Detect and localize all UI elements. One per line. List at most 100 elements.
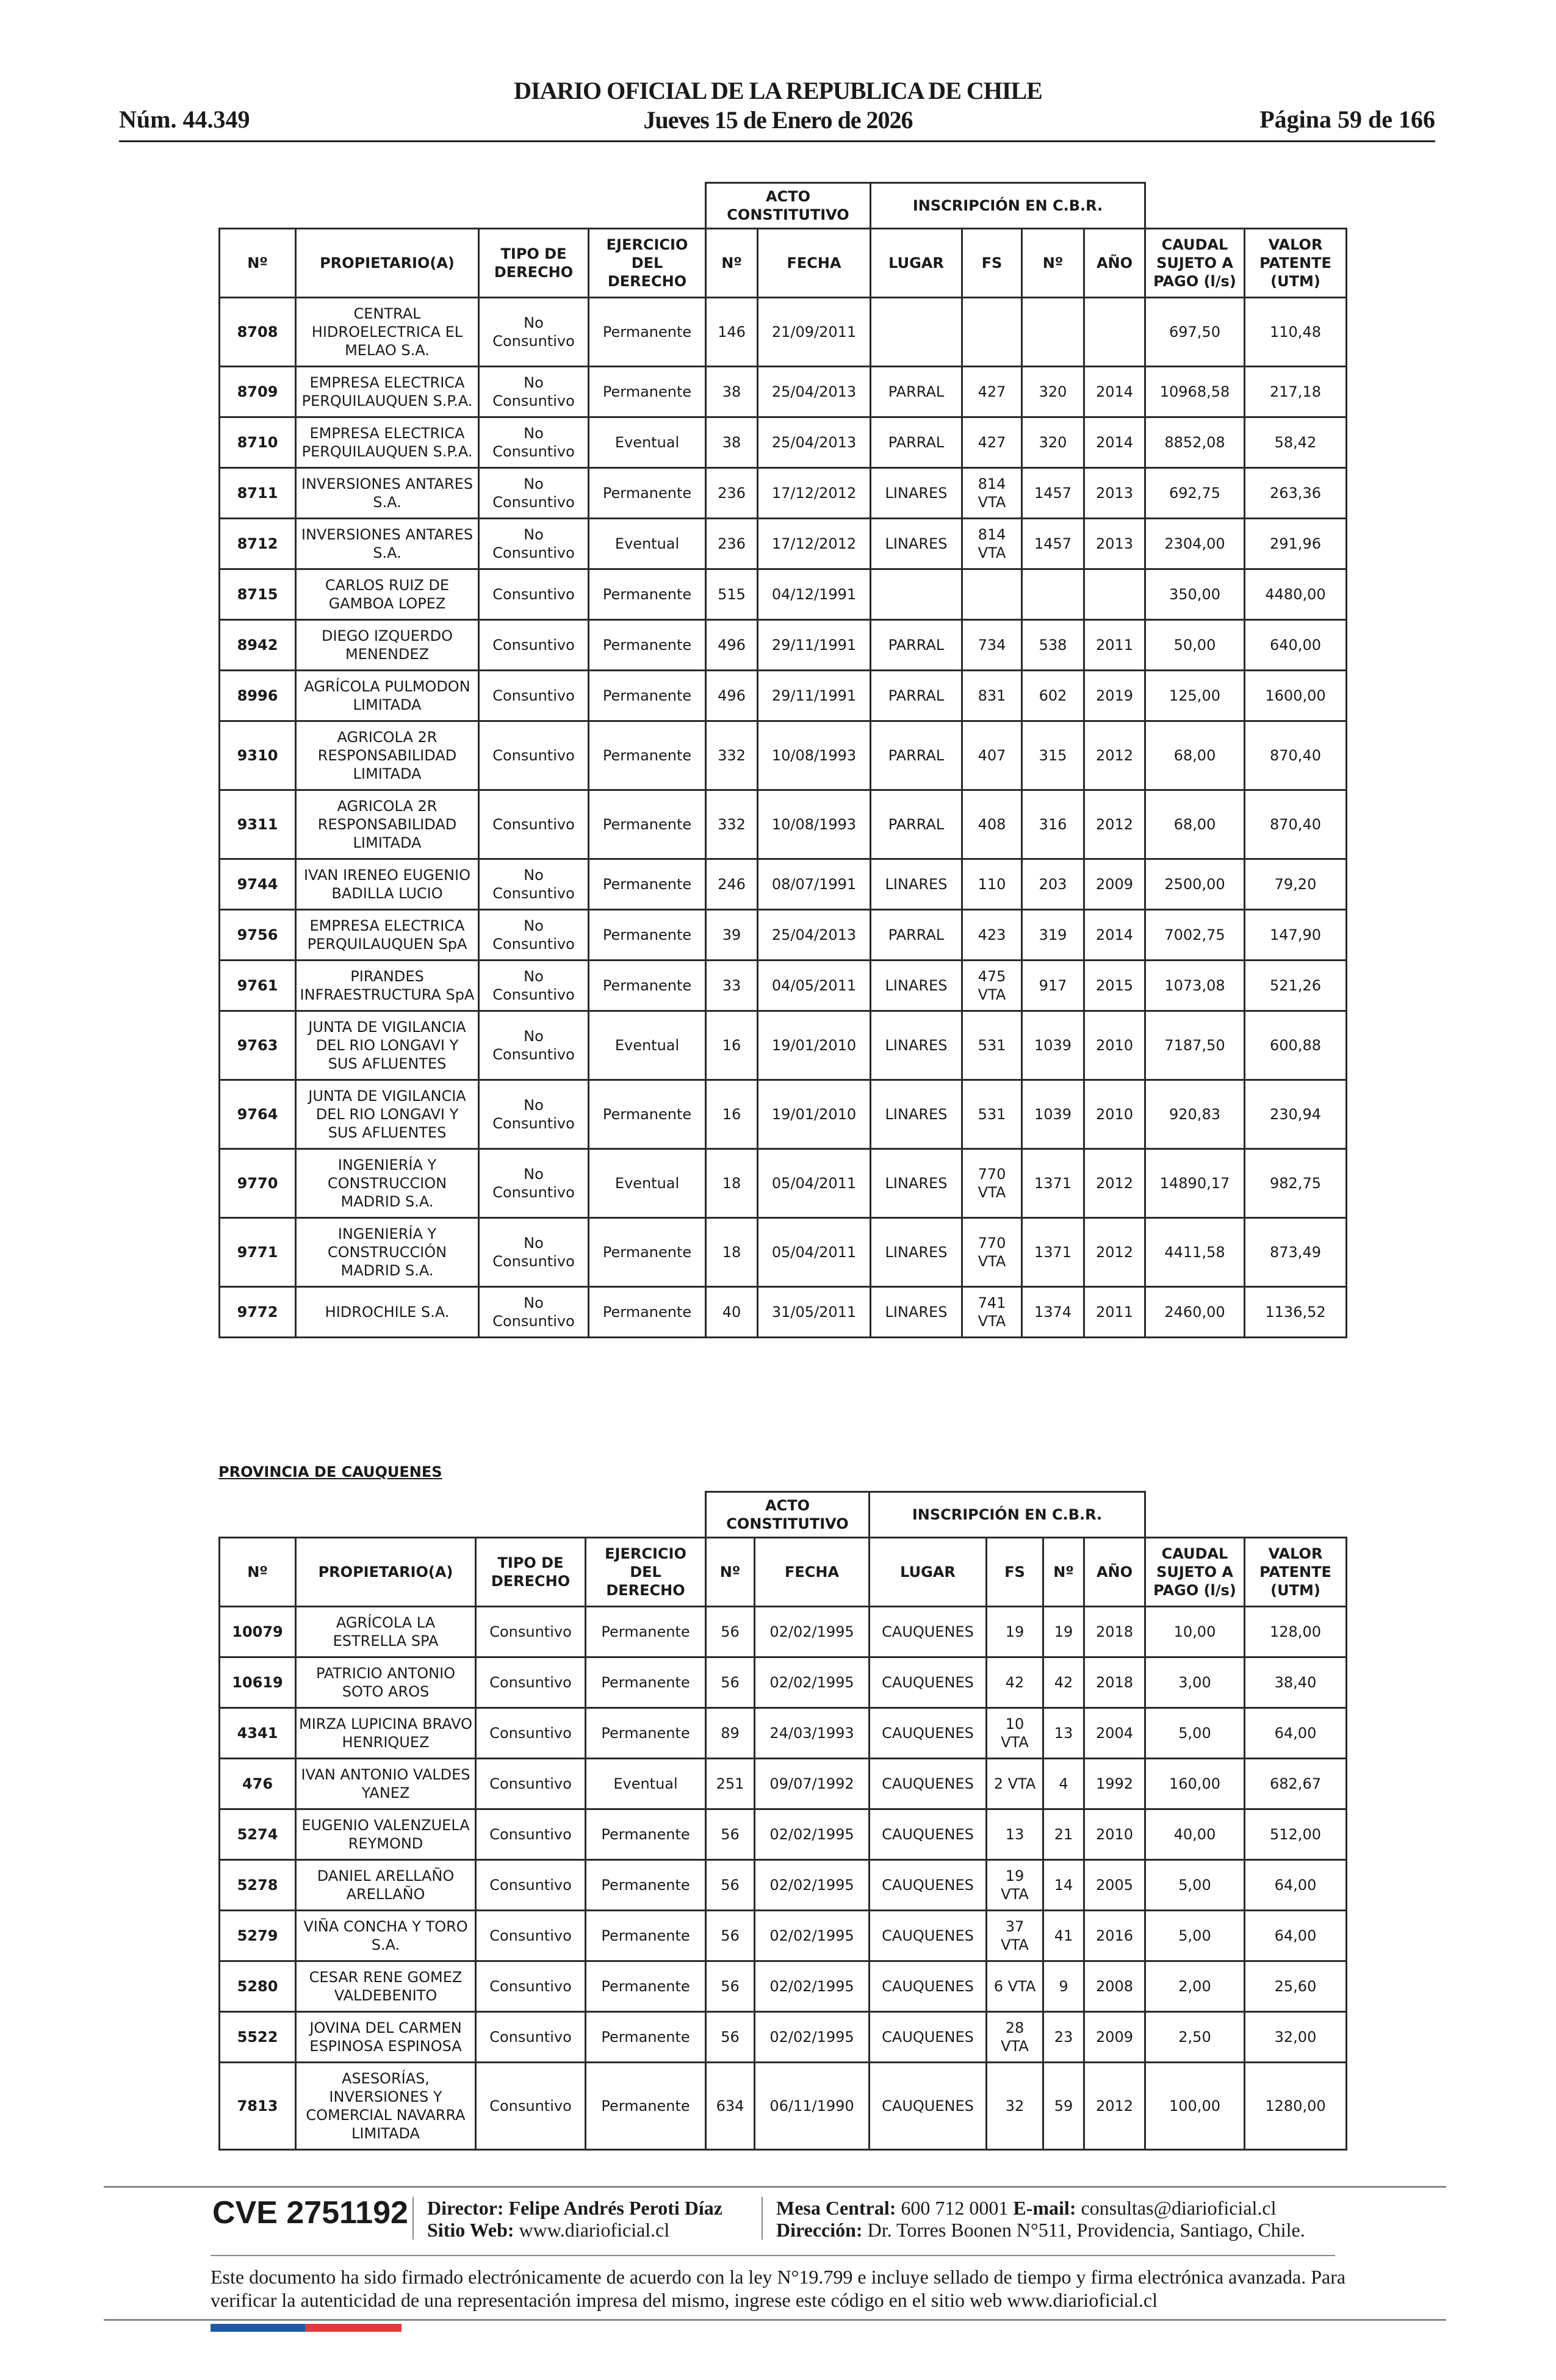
table-cell: 1992 <box>1083 1758 1146 1810</box>
title-line-1: DIARIO OFICIAL DE LA REPUBLICA DE CHILE <box>514 77 1043 104</box>
address-label: Dirección: <box>776 2219 863 2241</box>
table-cell: 8852,08 <box>1144 416 1245 469</box>
table-cell: 682,67 <box>1244 1758 1347 1810</box>
table-cell: No Consuntivo <box>478 416 589 469</box>
table-cell: 531 <box>961 1079 1023 1150</box>
table-cell: 640,00 <box>1244 619 1347 671</box>
table-cell: 05/04/2011 <box>757 1148 871 1219</box>
table-cell: 476 <box>218 1758 297 1810</box>
table-cell: 9310 <box>218 720 297 791</box>
table-cell: 79,20 <box>1244 858 1347 911</box>
table-cell: 236 <box>705 467 758 519</box>
table-cell: 1073,08 <box>1144 959 1245 1012</box>
table-cell: Consuntivo <box>478 720 589 791</box>
table-cell: 9763 <box>218 1010 297 1081</box>
table-cell: 8942 <box>218 619 297 671</box>
table-row: 8711 INVERSIONES ANTARES S.A. No Consuntiv… <box>218 467 1347 519</box>
flag-stripe-red <box>305 2324 402 2332</box>
table-cell: 741 VTA <box>961 1286 1023 1338</box>
table-cell: 1457 <box>1021 517 1085 570</box>
table-cell: 2008 <box>1083 1960 1146 2013</box>
table-cell: 08/07/1991 <box>757 858 871 911</box>
group-header-inscripcion: INSCRIPCIÓN EN C.B.R. <box>868 1491 1146 1538</box>
table-cell: 56 <box>705 1859 755 1911</box>
table-cell: Permanente <box>585 1808 707 1861</box>
table-cell: 475 VTA <box>961 959 1023 1012</box>
table-cell: 2009 <box>1083 858 1146 911</box>
table-cell: LINARES <box>870 1079 963 1150</box>
blank-cell <box>1145 183 1347 229</box>
table-cell: PARRAL <box>870 416 963 469</box>
table-cell: Permanente <box>585 1859 707 1911</box>
table-cell: No Consuntivo <box>478 858 589 911</box>
table-cell: 770 VTA <box>961 1148 1023 1219</box>
table-cell: 2018 <box>1083 1656 1146 1709</box>
table-cell: No Consuntivo <box>478 909 589 961</box>
table-cell: 9770 <box>218 1148 297 1219</box>
table-cell: AGRÍCOLA LA ESTRELLA SPA <box>295 1606 477 1658</box>
table-cell: 8715 <box>218 568 297 621</box>
table-cell: 5279 <box>218 1909 297 1962</box>
table-cell: EMPRESA ELECTRICA PERQUILAUQUEN S.P.A. <box>295 366 480 418</box>
table-cell: CAUQUENES <box>868 1808 987 1861</box>
table-cell: 2018 <box>1083 1606 1146 1658</box>
table-cell: DIEGO IZQUERDO MENENDEZ <box>295 619 480 671</box>
table-row: 4341 MIRZA LUPICINA BRAVO HENRIQUEZ Consun… <box>218 1707 1347 1759</box>
table-cell: 38 <box>705 366 758 418</box>
table-cell: 734 <box>961 619 1023 671</box>
director-label: Director: <box>427 2197 504 2219</box>
table-cell: 16 <box>705 1079 758 1150</box>
table-cell: 19 VTA <box>985 1859 1044 1911</box>
table-cell: 1371 <box>1021 1148 1085 1219</box>
table-cell: 56 <box>705 1960 755 2013</box>
table-cell: JUNTA DE VIGILANCIA DEL RIO LONGAVI Y SU… <box>295 1079 480 1150</box>
table-cell: 64,00 <box>1244 1707 1347 1759</box>
cve-code: CVE 2751192 <box>212 2195 408 2230</box>
column-header: CAUDAL SUJETO A PAGO (l/s) <box>1144 1537 1245 1607</box>
table-cell: 246 <box>705 858 758 911</box>
table-cell: CAUQUENES <box>868 1960 987 2013</box>
table-cell: Eventual <box>585 1758 707 1810</box>
newspaper-title: DIARIO OFICIAL DE LA REPUBLICA DE CHILE … <box>0 76 1556 135</box>
table-cell: 9772 <box>218 1286 297 1338</box>
table-cell: 1600,00 <box>1244 669 1347 722</box>
table-cell: 350,00 <box>1144 568 1245 621</box>
table-cell: 19/01/2010 <box>757 1079 871 1150</box>
issue-number: Núm. 44.349 <box>119 106 250 133</box>
table-row: 9764 JUNTA DE VIGILANCIA DEL RIO LONGAVI … <box>218 1079 1347 1150</box>
column-header: PROPIETARIO(A) <box>295 1537 477 1607</box>
web-link[interactable]: www.diarioficial.cl <box>519 2219 670 2241</box>
table-cell: INVERSIONES ANTARES S.A. <box>295 517 480 570</box>
table-cell: No Consuntivo <box>478 1148 589 1219</box>
table-cell: 13 <box>985 1808 1044 1861</box>
registry-table-cauquenes: ACTO CONSTITUTIVO INSCRIPCIÓN EN C.B.R. Nº… <box>218 1491 1347 2151</box>
table-cell: No Consuntivo <box>478 959 589 1012</box>
table-cell: 8711 <box>218 467 297 519</box>
table-cell: 23 <box>1042 2011 1085 2063</box>
table-cell: Permanente <box>585 1909 707 1962</box>
column-header: TIPO DE DERECHO <box>478 228 589 298</box>
table-cell: 1039 <box>1021 1079 1085 1150</box>
table-cell: Consuntivo <box>478 669 589 722</box>
web-label: Sitio Web: <box>427 2219 514 2241</box>
table-cell: 407 <box>961 720 1023 791</box>
table-cell: No Consuntivo <box>478 1286 589 1338</box>
table-cell: Permanente <box>585 1656 707 1709</box>
table-cell: 1280,00 <box>1244 2061 1347 2151</box>
table-cell: AGRÍCOLA PULMODON LIMITADA <box>295 669 480 722</box>
column-header: VALOR PATENTE (UTM) <box>1244 1537 1347 1607</box>
table-cell: PARRAL <box>870 619 963 671</box>
column-header: Nº <box>218 1537 297 1607</box>
column-header: EJERCICIO DEL DERECHO <box>588 228 707 298</box>
table-cell <box>961 297 1023 367</box>
footer-separator <box>412 2197 414 2240</box>
table-cell: 21 <box>1042 1808 1085 1861</box>
table-cell: 19 <box>985 1606 1044 1658</box>
column-header: VALOR PATENTE (UTM) <box>1244 228 1347 298</box>
table-cell: Eventual <box>588 416 707 469</box>
table-row: 10619 PATRICIO ANTONIO SOTO AROS Consuntiv… <box>218 1656 1347 1709</box>
column-header: LUGAR <box>868 1537 987 1607</box>
email-link[interactable]: consultas@diarioficial.cl <box>1081 2197 1277 2219</box>
table-cell: 7813 <box>218 2061 297 2151</box>
table-cell: CAUQUENES <box>868 1656 987 1709</box>
